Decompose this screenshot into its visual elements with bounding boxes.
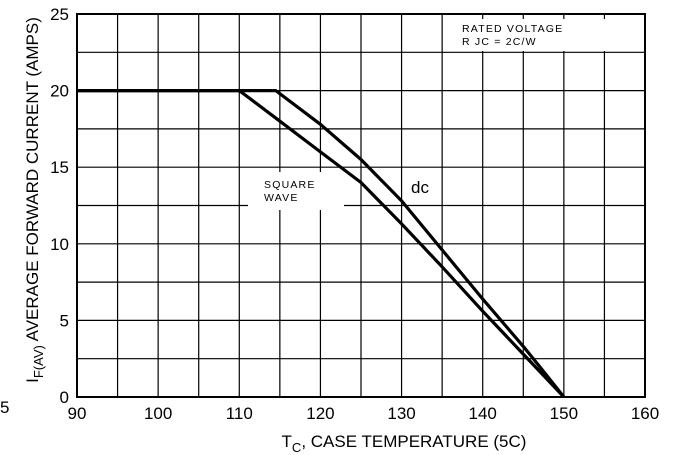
square-wave-label-line2: WAVE <box>264 192 299 204</box>
stray-left-tick: 5 <box>0 398 9 417</box>
y-axis-label-rest: AVERAGE FORWARD CURRENT (AMPS) <box>23 17 42 345</box>
x-axis-label-sub: C <box>292 440 301 455</box>
series-layer <box>77 89 566 399</box>
rated-voltage-label-bg <box>454 19 606 51</box>
y-tick-label: 25 <box>50 5 69 24</box>
rated-voltage-line2: R JC = 2C/W <box>462 36 537 48</box>
x-tick-label: 100 <box>144 404 172 423</box>
grid <box>77 14 645 397</box>
x-tick-label: 110 <box>226 404 253 423</box>
square-wave-label-line1: SQUARE <box>264 179 316 191</box>
y-tick-label: 5 <box>60 311 69 330</box>
y-tick-label: 20 <box>50 82 69 101</box>
x-tick-label: 150 <box>550 404 578 423</box>
rated-voltage-line1: RATED VOLTAGE <box>462 23 563 35</box>
series-line-dc <box>77 89 566 398</box>
x-tick-label: 140 <box>469 404 497 423</box>
x-tick-label: 160 <box>631 404 659 423</box>
y-tick-labels: 0 5 10 15 20 25 <box>50 5 69 407</box>
x-axis-label-rest: , CASE TEMPERATURE (5C) <box>301 432 526 451</box>
x-tick-labels: 90 100 110 120 130 140 150 160 <box>68 404 660 423</box>
square-wave-label-bg <box>248 172 344 210</box>
plot-frame <box>76 13 646 398</box>
y-tick-label: 10 <box>50 235 69 254</box>
dc-label: dc <box>411 178 429 197</box>
y-axis-label-main: I <box>23 378 42 383</box>
x-axis-label-main: T <box>282 432 292 451</box>
x-axis-label: TC, CASE TEMPERATURE (5C) <box>282 432 527 455</box>
y-axis-label-sub: F(AV) <box>31 345 46 378</box>
y-tick-label: 15 <box>50 158 69 177</box>
x-tick-label: 130 <box>387 404 415 423</box>
series-line-square-wave <box>77 89 566 399</box>
x-tick-label: 120 <box>306 404 334 423</box>
x-tick-label: 90 <box>68 404 87 423</box>
y-axis-label: IF(AV) AVERAGE FORWARD CURRENT (AMPS) <box>23 17 46 383</box>
y-tick-label: 0 <box>60 388 69 407</box>
